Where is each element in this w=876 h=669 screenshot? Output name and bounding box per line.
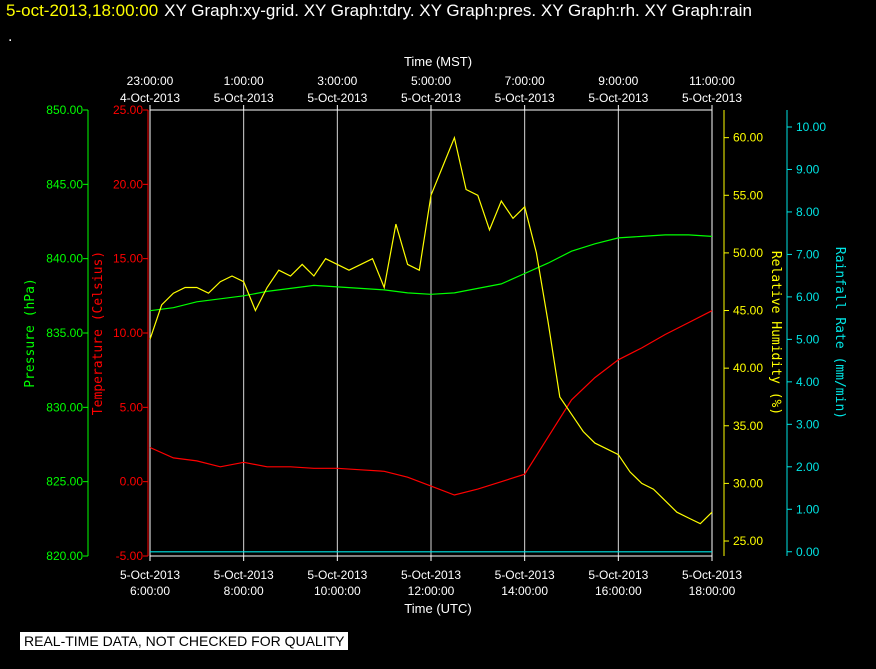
temperature-tick-label: 0.00: [120, 475, 144, 489]
humidity-tick-label: 45.00: [733, 304, 763, 318]
header-dot: .: [8, 28, 13, 45]
x-tick-label: 5-Oct-2013: [214, 91, 274, 105]
rain-tick-label: 7.00: [796, 247, 820, 261]
rain-tick-label: 1.00: [796, 502, 820, 516]
humidity-tick-label: 50.00: [733, 246, 763, 260]
x-tick-label: 5:00:00: [411, 74, 451, 88]
rain-tick-label: 5.00: [796, 332, 820, 346]
x-tick-label: 14:00:00: [501, 584, 548, 598]
x-tick-label: 3:00:00: [317, 74, 357, 88]
x-tick-label: 5-Oct-2013: [495, 91, 555, 105]
pressure-axis-title: Pressure (hPa): [23, 278, 38, 388]
x-tick-label: 5-Oct-2013: [307, 91, 367, 105]
rain-axis-title: Rainfall Rate (mm/min): [832, 247, 847, 419]
pressure-tick-label: 845.00: [46, 177, 83, 191]
rain-tick-label: 8.00: [796, 205, 820, 219]
temperature-axis-title: Temperature (Celsius): [91, 251, 106, 415]
humidity-axis-title: Relative Humidity (%): [768, 251, 783, 415]
rain-tick-label: 6.00: [796, 290, 820, 304]
timestamp-label: 5-oct-2013,18:00:00: [6, 1, 159, 20]
temperature-series-line: [149, 310, 713, 496]
humidity-tick-label: 40.00: [733, 361, 763, 375]
pressure-tick-label: 835.00: [46, 326, 83, 340]
pressure-series-line: [149, 234, 713, 312]
x-tick-label: 1:00:00: [224, 74, 264, 88]
x-tick-label: 6:00:00: [130, 584, 170, 598]
humidity-tick-label: 30.00: [733, 476, 763, 490]
x-tick-label: 5-Oct-2013: [495, 568, 555, 582]
rain-tick-label: 4.00: [796, 375, 820, 389]
temperature-tick-label: 20.00: [113, 177, 143, 191]
x-tick-label: 12:00:00: [408, 584, 455, 598]
temperature-tick-label: 25.00: [113, 103, 143, 117]
x-tick-label: 4-Oct-2013: [120, 91, 180, 105]
x-axis-title-top: Time (MST): [404, 54, 472, 69]
x-tick-label: 8:00:00: [224, 584, 264, 598]
rain-tick-label: 9.00: [796, 162, 820, 176]
temperature-tick-label: -5.00: [116, 549, 144, 563]
x-tick-label: 5-Oct-2013: [588, 568, 648, 582]
rain-tick-label: 0.00: [796, 545, 820, 559]
rain-tick-label: 10.00: [796, 120, 826, 134]
x-tick-label: 5-Oct-2013: [682, 568, 742, 582]
x-tick-label: 5-Oct-2013: [214, 568, 274, 582]
x-tick-label: 11:00:00: [689, 74, 735, 88]
x-tick-label: 10:00:00: [314, 584, 361, 598]
x-tick-label: 5-Oct-2013: [588, 91, 648, 105]
quality-note: REAL-TIME DATA, NOT CHECKED FOR QUALITY: [20, 632, 349, 650]
x-tick-label: 23:00:00: [127, 74, 174, 88]
temperature-tick-label: 15.00: [113, 252, 143, 266]
x-tick-label: 9:00:00: [598, 74, 638, 88]
x-tick-label: 16:00:00: [595, 584, 642, 598]
temperature-tick-label: 5.00: [120, 400, 144, 414]
humidity-tick-label: 25.00: [733, 534, 763, 548]
humidity-tick-label: 60.00: [733, 131, 763, 145]
humidity-tick-label: 55.00: [733, 188, 763, 202]
x-tick-label: 5-Oct-2013: [401, 91, 461, 105]
pressure-tick-label: 820.00: [46, 549, 83, 563]
x-tick-label: 5-Oct-2013: [120, 568, 180, 582]
x-tick-label: 7:00:00: [505, 74, 545, 88]
x-axis-title-bottom: Time (UTC): [404, 601, 471, 616]
graph-titles: XY Graph:xy-grid. XY Graph:tdry. XY Grap…: [164, 1, 752, 20]
x-tick-label: 18:00:00: [689, 584, 736, 598]
pressure-tick-label: 830.00: [46, 400, 83, 414]
x-tick-label: 5-Oct-2013: [682, 91, 742, 105]
humidity-series-line: [149, 135, 713, 525]
header-bar: 5-oct-2013,18:00:00 XY Graph:xy-grid. XY …: [6, 1, 752, 21]
rain-tick-label: 3.00: [796, 417, 820, 431]
humidity-tick-label: 35.00: [733, 419, 763, 433]
pressure-tick-label: 850.00: [46, 103, 83, 117]
pressure-tick-label: 840.00: [46, 252, 83, 266]
rain-tick-label: 2.00: [796, 460, 820, 474]
temperature-tick-label: 10.00: [113, 326, 143, 340]
x-tick-label: 5-Oct-2013: [307, 568, 367, 582]
x-tick-label: 5-Oct-2013: [401, 568, 461, 582]
pressure-tick-label: 825.00: [46, 475, 83, 489]
